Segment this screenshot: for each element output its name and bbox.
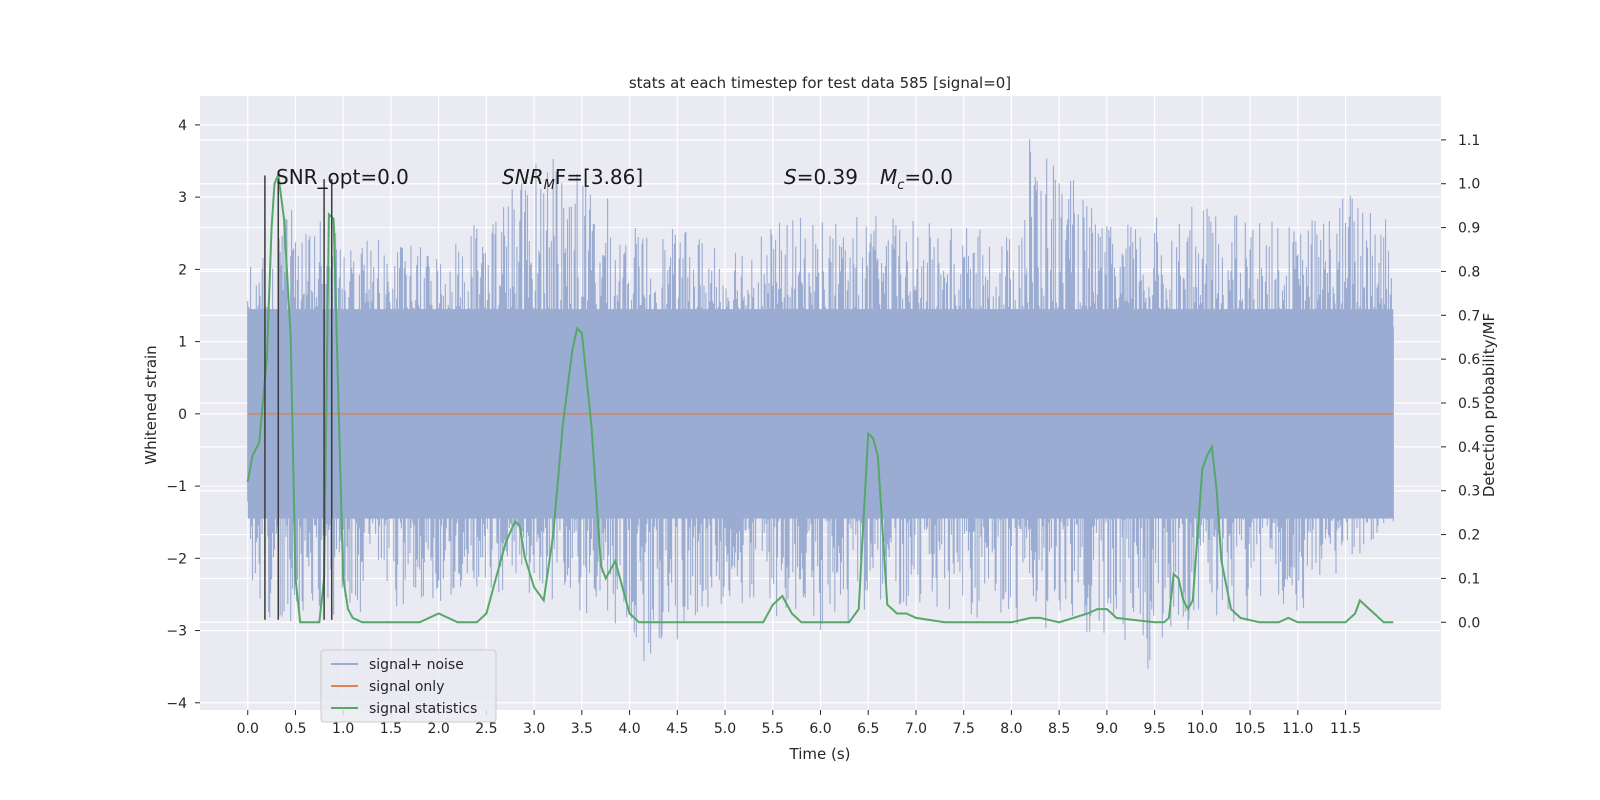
x-tick-label-12: 6.0 (809, 721, 831, 737)
x-tick-label-23: 11.5 (1330, 721, 1361, 737)
legend-label-signal-statistics: signal statistics (369, 701, 477, 717)
x-tick-label-18: 9.0 (1096, 721, 1118, 737)
y2-tick-label-0: 0.0 (1458, 615, 1480, 631)
x-tick-label-10: 5.0 (714, 721, 736, 737)
y2-tick-label-8: 0.8 (1458, 264, 1480, 280)
x-tick-label-8: 4.0 (618, 721, 640, 737)
x-tick-label-11: 5.5 (762, 721, 784, 737)
y-tick-label-6: 2 (178, 262, 187, 278)
y-tick-label-0: −4 (166, 696, 187, 712)
annotation-snr-mf: SNRMF=[3.86] (502, 165, 643, 193)
annotation-stat-mc-sub: c (897, 178, 904, 193)
y2-tick-label-10: 1.0 (1458, 177, 1480, 193)
annotation-snr-mf-rest: F=[3.86] (555, 165, 643, 189)
legend-label-signal-noise: signal+ noise (369, 657, 464, 673)
y2-axis-ticks: 0.0 0.1 0.2 0.3 0.4 0.5 0.6 0.7 0.8 0.9 1.0 1.1 (1441, 133, 1480, 631)
x-tick-label-16: 8.0 (1000, 721, 1022, 737)
annotation-snr-opt: SNR_opt=0.0 (276, 165, 409, 189)
x-tick-label-14: 7.0 (905, 721, 927, 737)
annotation-stat-s: S=0.39 (784, 165, 858, 189)
legend-label-signal-only: signal only (369, 679, 444, 695)
x-tick-label-7: 3.5 (571, 721, 593, 737)
signal-statistics-line (246, 171, 1394, 624)
y2-tick-label-7: 0.7 (1458, 308, 1480, 324)
annotation-stat-s-rest: =0.39 (797, 165, 858, 189)
x-tick-label-4: 2.0 (428, 721, 450, 737)
legend-box (320, 649, 497, 723)
y2-tick-label-1: 0.1 (1458, 571, 1480, 587)
annotation-stat-mc-rest: =0.0 (904, 165, 953, 189)
annotation-snr-mf-main: SNR (502, 165, 544, 189)
annotation-stat-mc: Mc=0.0 (880, 165, 953, 193)
y2-axis-label: Detection probability/MF (1480, 313, 1498, 497)
annotation-stat-mc-main: M (880, 165, 897, 189)
x-tick-label-15: 7.5 (953, 721, 975, 737)
series-signal-statistics (246, 171, 1394, 624)
y2-tick-label-3: 0.3 (1458, 484, 1480, 500)
y2-tick-label-11: 1.1 (1458, 133, 1480, 149)
x-tick-label-5: 2.5 (475, 721, 497, 737)
y2-tick-label-9: 0.9 (1458, 221, 1480, 237)
annotation-snr-mf-sub: M (544, 178, 555, 193)
x-tick-label-13: 6.5 (857, 721, 879, 737)
y-axis-ticks: −4 −3 −2 −1 0 1 2 3 4 (166, 118, 200, 712)
y2-tick-label-6: 0.6 (1458, 352, 1480, 368)
x-tick-label-0: 0.0 (237, 721, 259, 737)
y2-tick-label-2: 0.2 (1458, 528, 1480, 544)
y-tick-label-5: 1 (178, 335, 187, 351)
y2-tick-label-5: 0.5 (1458, 396, 1480, 412)
x-tick-label-1: 0.5 (284, 721, 306, 737)
y-tick-label-4: 0 (178, 407, 187, 423)
x-tick-label-20: 10.0 (1187, 721, 1218, 737)
y2-tick-label-4: 0.4 (1458, 440, 1480, 456)
x-tick-label-17: 8.5 (1048, 721, 1070, 737)
x-tick-label-3: 1.5 (380, 721, 402, 737)
y-tick-label-2: −2 (166, 551, 187, 567)
annotation-stat-s-main: S (784, 165, 797, 189)
annotations: SNR_opt=0.0 SNRMF=[3.86] S=0.39 Mc=0.0 (276, 165, 953, 193)
legend: signal+ noise signal only signal statist… (320, 649, 497, 723)
y-tick-label-3: −1 (166, 479, 187, 495)
marker-lines (264, 175, 333, 620)
x-tick-label-21: 10.5 (1234, 721, 1265, 737)
noise-trace (247, 139, 1394, 669)
x-axis-ticks: 0.0 0.5 1.0 1.5 2.0 2.5 3.0 3.5 4.0 4.5 5.0 5.5 6.0 6… (237, 710, 1361, 737)
x-tick-label-9: 4.5 (666, 721, 688, 737)
x-tick-label-2: 1.0 (332, 721, 354, 737)
x-tick-label-19: 9.5 (1143, 721, 1165, 737)
y-axis-label: Whitened strain (142, 345, 160, 464)
y-tick-label-7: 3 (178, 190, 187, 206)
y-tick-label-1: −3 (166, 624, 187, 640)
x-tick-label-22: 11.0 (1282, 721, 1313, 737)
x-tick-label-6: 3.0 (523, 721, 545, 737)
y-tick-label-8: 4 (178, 118, 187, 134)
chart-title: stats at each timestep for test data 585… (629, 74, 1011, 92)
x-axis-label: Time (s) (789, 745, 851, 763)
